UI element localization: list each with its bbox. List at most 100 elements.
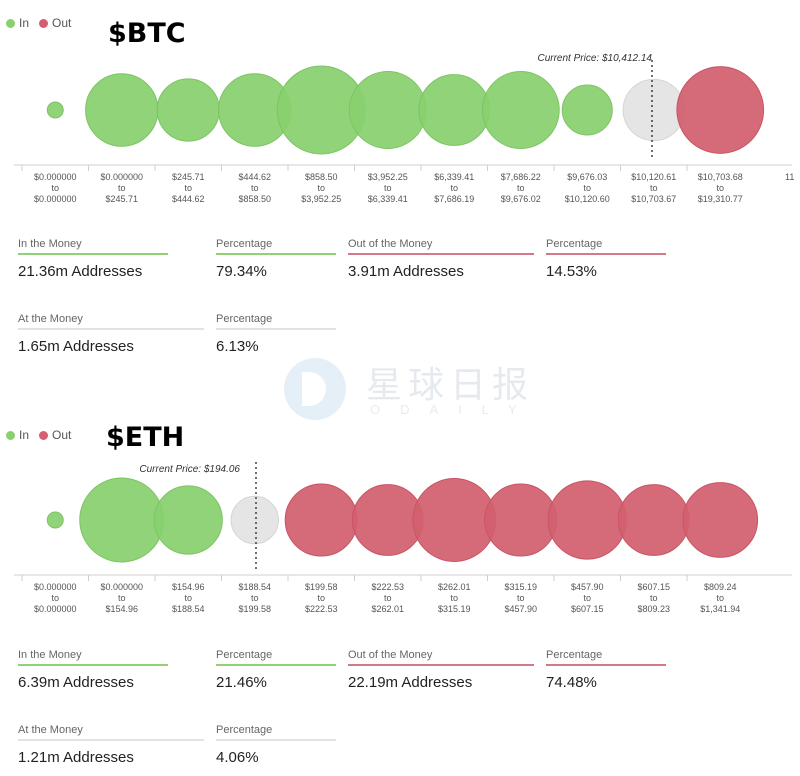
stat-label: Percentage — [216, 649, 336, 666]
bubble-out — [617, 484, 690, 556]
current-price-label: Current Price: $10,412.14 — [537, 53, 652, 64]
tick-label-from: $858.50 — [305, 172, 338, 182]
tick-label-sep: to — [450, 183, 458, 193]
tick-label-from: $245.71 — [172, 172, 205, 182]
eth-bubble-chart: $0.000000to$0.000000$0.000000to$154.96$1… — [14, 462, 792, 614]
tick-label-sep: to — [450, 593, 458, 603]
bubble-in — [418, 74, 491, 146]
eth-panel: In Out $ETH $0.000000 to $0.000000 $0.00000… — [0, 410, 800, 776]
odaily-logo-icon — [284, 358, 346, 420]
tick-label-to: $245.71 — [105, 194, 138, 204]
tick-label-to: $0.000000 — [34, 194, 77, 204]
tick-label-to: $809.23 — [637, 604, 670, 614]
tick-label-to: $1,341.94 — [700, 604, 740, 614]
chart-title: $BTC — [108, 18, 186, 49]
tick-label-sep: to — [317, 593, 325, 603]
tick-label-to: $10,703.67 — [631, 194, 676, 204]
tick-label-sep: to — [251, 593, 259, 603]
legend-out-label: Out — [52, 16, 72, 30]
tick-label-to: $3,952.25 — [301, 194, 341, 204]
stat-label: Percentage — [216, 313, 336, 330]
bubble-in — [79, 477, 165, 563]
tick-label-sep: to — [118, 593, 126, 603]
tick-label-sep: to — [583, 593, 591, 603]
legend: In Out — [6, 16, 81, 30]
tick-label-from: $7,686.22 — [501, 172, 541, 182]
stat-label: At the Money — [18, 724, 204, 741]
legend-in-label: In — [19, 16, 30, 30]
odaily-watermark: 星球日报 ODAILY — [284, 356, 534, 422]
tick-label-to: $0.000000 — [34, 604, 77, 614]
tick-label-sep: to — [118, 183, 126, 193]
stat-value: 6.13% — [216, 338, 259, 355]
tick-label-to: $9,676.02 — [501, 194, 541, 204]
bubble-out — [547, 480, 627, 560]
tick-label-to: $188.54 — [172, 604, 205, 614]
bubble-at — [622, 78, 685, 142]
watermark-cn: 星球日报 — [366, 365, 535, 406]
bubble-in — [153, 485, 223, 555]
legend: In Out — [6, 428, 81, 442]
tick-label-from: $809.24 — [704, 582, 737, 592]
out-of-the-money-stat: Out of the Money 22.19m Addresses — [348, 649, 534, 691]
out-of-the-money-percentage: Percentage 14.53% — [546, 238, 666, 280]
tick-label-sep: to — [517, 593, 525, 603]
tick-label-from: $188.54 — [238, 582, 271, 592]
stat-label: Percentage — [546, 238, 666, 255]
tick-label-to: $154.96 — [105, 604, 138, 614]
in-the-money-stat: In the Money 6.39m Addresses — [18, 649, 168, 691]
tick-label-sep: to — [384, 593, 392, 603]
tick-label-sep: to — [184, 183, 192, 193]
stat-value: 21.46% — [216, 674, 267, 691]
tick-label-to: $444.62 — [172, 194, 205, 204]
bubble-in — [46, 101, 64, 119]
tick-label-from: $199.58 — [305, 582, 338, 592]
at-the-money-percentage: Percentage 6.13% — [216, 313, 336, 355]
bubble-out — [284, 483, 358, 557]
stat-label: Percentage — [216, 238, 336, 255]
tick-label-to: $6,339.41 — [368, 194, 408, 204]
bubble-out — [484, 483, 558, 557]
tick-label-to: $222.53 — [305, 604, 338, 614]
current-price-label: Current Price: $194.06 — [139, 464, 240, 475]
bubble-in — [561, 84, 613, 136]
stat-label: Percentage — [546, 649, 666, 666]
tick-label-sep: to — [384, 183, 392, 193]
tick-label-sep: to — [583, 183, 591, 193]
stat-value: 6.39m Addresses — [18, 674, 134, 691]
stat-label: At the Money — [18, 313, 204, 330]
watermark-en: ODAILY — [370, 402, 537, 417]
stat-label: In the Money — [18, 649, 168, 666]
bubble-out — [682, 482, 759, 558]
bubble-in — [85, 73, 159, 147]
in-the-money-percentage: Percentage 21.46% — [216, 649, 336, 691]
tick-label-to: $199.58 — [238, 604, 271, 614]
bubble-at — [230, 495, 279, 545]
tick-label-to: $19,310.77 — [698, 194, 743, 204]
tick-label-from: $262.01 — [438, 582, 471, 592]
tick-label-to: $607.15 — [571, 604, 604, 614]
tick-label-from: $0.000000 — [34, 172, 77, 182]
legend-out-dot — [39, 430, 49, 440]
tick-label-to: $10,120.60 — [565, 194, 610, 204]
stat-label: Out of the Money — [348, 649, 534, 666]
stat-label: Percentage — [216, 724, 336, 741]
bubble-in — [46, 511, 64, 529]
tick-label-from: $457.90 — [571, 582, 604, 592]
stat-value: 4.06% — [216, 749, 259, 766]
at-the-money-percentage: Percentage 4.06% — [216, 724, 336, 766]
tick-label-from: $10,703.68 — [698, 172, 743, 182]
tick-label-from: $0.000000 — [100, 582, 143, 592]
tick-label-to: $315.19 — [438, 604, 471, 614]
btc-bubble-chart: $0.000000to$0.000000$0.000000to$245.71$2… — [14, 53, 794, 204]
in-the-money-percentage: Percentage 79.34% — [216, 238, 336, 280]
tick-label-sep: to — [51, 593, 59, 603]
tick-label-from: $315.19 — [504, 582, 537, 592]
tick-label-to: $457.90 — [504, 604, 537, 614]
stat-value: 3.91m Addresses — [348, 263, 464, 280]
btc-panel: In Out $BTC $0.000000 to $0.000000 $0.00000… — [6, 16, 794, 355]
tick-label-from: $9,676.03 — [567, 172, 607, 182]
tick-label-sep: to — [317, 183, 325, 193]
tick-label-to: $858.50 — [238, 194, 271, 204]
legend-out-label: Out — [52, 428, 72, 442]
